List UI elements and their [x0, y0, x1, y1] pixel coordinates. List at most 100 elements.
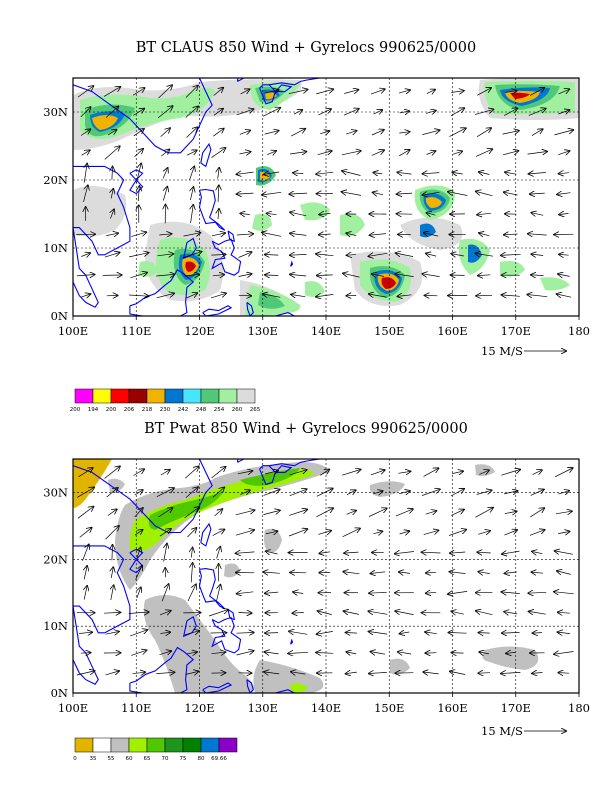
wind-vector — [344, 552, 359, 553]
wind-vector — [133, 109, 144, 116]
wind-vector — [182, 252, 202, 259]
wind-vector — [107, 509, 117, 516]
wind-vector — [452, 151, 462, 154]
wind-vector — [395, 274, 414, 277]
wind-vector — [451, 510, 464, 516]
colorbar-swatch — [128, 388, 148, 404]
wind-vector — [213, 129, 223, 137]
wind-vector — [211, 652, 226, 654]
colorbar-label: 55 — [108, 756, 115, 762]
wind-vector — [371, 572, 386, 574]
wind-vector — [452, 471, 463, 473]
wind-vector — [240, 490, 249, 494]
lon-tick-label: 120E — [184, 324, 214, 338]
lon-tick-label: 100E — [58, 324, 88, 338]
wind-vector — [558, 151, 569, 155]
wind-vector — [105, 671, 120, 675]
wind-vector — [532, 673, 543, 674]
wind-vector — [134, 490, 143, 495]
wind-vector — [137, 587, 141, 599]
wind-vector — [318, 611, 332, 615]
wind-vector — [137, 548, 141, 558]
wind-vector — [448, 591, 468, 594]
wind-vector — [527, 152, 548, 155]
wind-vector — [346, 633, 357, 634]
wind-vector — [134, 149, 143, 157]
wind-vector — [104, 146, 120, 160]
wind-vector — [371, 130, 384, 136]
wind-vector — [183, 233, 201, 236]
coastline-segment — [129, 558, 144, 574]
wind-vector — [164, 544, 167, 562]
wind-vector — [503, 151, 518, 156]
wind-vector — [288, 90, 308, 95]
wind-vector — [531, 213, 544, 216]
wind-vector — [293, 592, 304, 594]
wind-vector — [186, 293, 198, 299]
colorbar-swatch — [164, 388, 184, 404]
wind-vector — [290, 212, 307, 216]
wind-vector — [373, 192, 384, 194]
wind-vector — [214, 509, 223, 517]
wind-vector — [84, 566, 87, 580]
wind-vector — [504, 91, 516, 93]
wind-vector — [501, 470, 520, 476]
coastline-segment — [200, 142, 212, 168]
wind-vector — [504, 192, 518, 195]
wind-vector — [530, 88, 544, 96]
colorbar-label: 65 — [144, 756, 151, 762]
wind-vector — [129, 253, 148, 258]
wind-vector — [533, 633, 542, 634]
wind-vector — [504, 612, 518, 614]
wind-vector — [373, 110, 383, 114]
wind-vector — [112, 545, 113, 561]
wind-vector — [265, 633, 279, 634]
wind-vector — [213, 109, 223, 116]
wind-vector — [399, 150, 409, 157]
wind-vector — [76, 275, 95, 276]
wind-vector — [264, 131, 279, 134]
wind-vector — [559, 254, 569, 255]
wind-vector — [138, 186, 139, 202]
wind-vector — [426, 151, 436, 154]
wind-vector — [160, 632, 171, 633]
wind-vector — [558, 632, 570, 634]
wind-vector — [450, 489, 464, 497]
wind-vector — [212, 530, 225, 536]
wind-vector — [370, 234, 387, 236]
wind-vector — [130, 630, 147, 637]
wind-vector — [265, 531, 278, 534]
wind-vector — [316, 254, 334, 256]
wind-vector — [341, 470, 360, 476]
wind-vector — [426, 592, 437, 593]
wind-vector — [425, 632, 437, 634]
colorbar-label: 254 — [214, 407, 225, 413]
wind-vector — [343, 572, 360, 574]
wind-vector — [554, 468, 573, 478]
wind-vector — [319, 213, 331, 214]
wind-vector — [317, 275, 333, 276]
wind-vector — [554, 652, 574, 655]
wind-vector — [425, 511, 437, 514]
coastline-segment — [129, 169, 144, 181]
panel-1-title: BT CLAUS 850 Wind + Gyrelocs 990625/0000 — [135, 40, 477, 56]
wind-vector — [554, 592, 574, 594]
coastline-segment — [246, 301, 254, 316]
wind-vector — [157, 254, 173, 256]
wind-vector — [371, 150, 384, 156]
wind-vector — [346, 652, 357, 654]
wind-vector — [504, 511, 517, 513]
coastline-segment — [227, 230, 236, 243]
wind-vector — [448, 192, 468, 196]
colorbar-label: 242 — [178, 407, 189, 413]
wind-vector — [157, 106, 173, 119]
wind-vector — [237, 193, 254, 194]
wind-vector — [504, 234, 518, 235]
wind-vector — [289, 510, 307, 516]
wind-vector — [237, 592, 254, 594]
wind-vector — [136, 164, 141, 183]
wind-vector — [267, 213, 277, 214]
wind-vector — [185, 671, 198, 674]
wind-vector — [504, 108, 517, 116]
wind-vector — [478, 572, 490, 574]
